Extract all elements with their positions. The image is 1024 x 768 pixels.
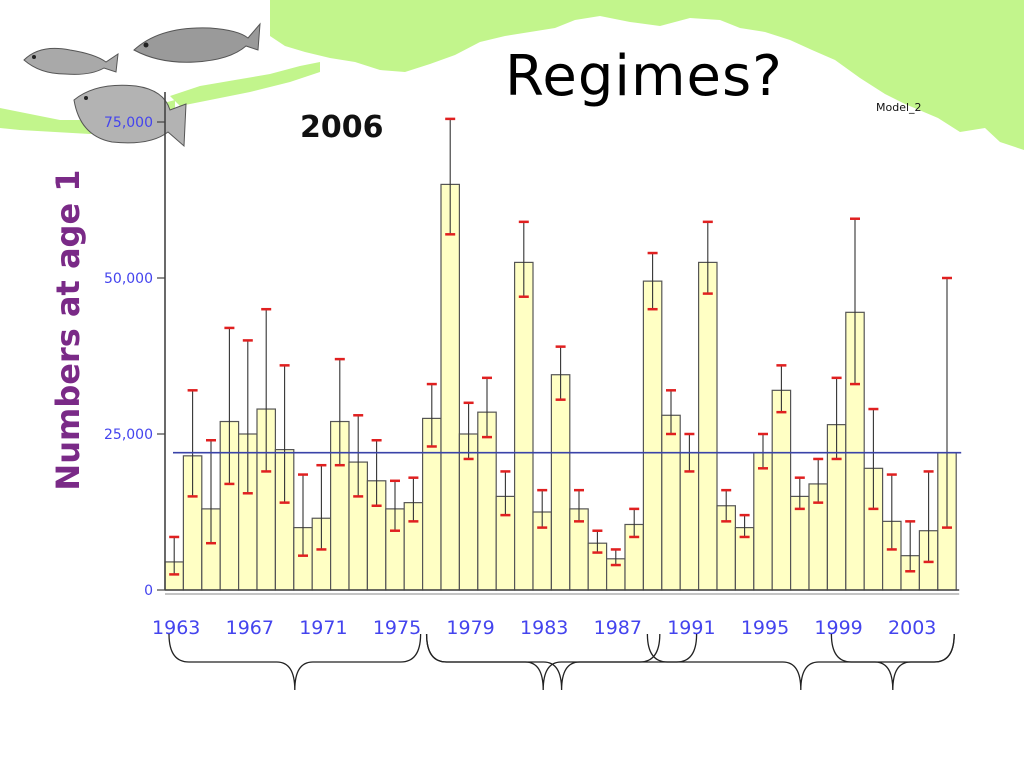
x-tick-label: 1979 bbox=[446, 617, 494, 639]
bar-1990 bbox=[661, 414, 681, 591]
bar-1991 bbox=[679, 452, 700, 591]
map-land-strip bbox=[170, 62, 320, 106]
bar-1996 bbox=[771, 389, 792, 591]
x-tick-label: 1975 bbox=[373, 617, 421, 639]
bar-1992 bbox=[697, 261, 718, 591]
x-tick-label: 1995 bbox=[741, 617, 789, 639]
regime-brace-1977-1991 bbox=[425, 633, 698, 691]
bar-1984 bbox=[550, 374, 571, 591]
regime-brace-1963-1976 bbox=[168, 633, 422, 691]
bar-1995 bbox=[753, 452, 773, 591]
assessment-year-label: 2006 bbox=[300, 110, 384, 145]
x-tick-label: 2003 bbox=[888, 617, 936, 639]
bar-1978 bbox=[440, 183, 460, 591]
bar-1989 bbox=[642, 280, 663, 591]
x-tick-label: 1991 bbox=[667, 617, 715, 639]
map-land-top bbox=[270, 0, 1024, 150]
model-label: Model_2 bbox=[876, 101, 922, 114]
bar-1982 bbox=[513, 261, 534, 591]
x-tick-label: 1963 bbox=[152, 617, 200, 639]
x-tick-label: 1987 bbox=[594, 617, 642, 639]
x-tick-label: 1967 bbox=[226, 617, 274, 639]
bar-1997 bbox=[789, 495, 810, 591]
y-tick-label: 0 bbox=[144, 583, 153, 599]
slide-title: Regimes? bbox=[505, 44, 783, 109]
x-tick-label: 1999 bbox=[814, 617, 862, 639]
bar-1980 bbox=[477, 411, 497, 591]
regime-brace-1999-2005 bbox=[830, 633, 955, 691]
x-tick-label: 1971 bbox=[299, 617, 347, 639]
x-tick-label: 1983 bbox=[520, 617, 568, 639]
y-tick-label: 50,000 bbox=[104, 271, 153, 287]
y-tick-label: 25,000 bbox=[104, 427, 153, 443]
y-tick-label: 75,000 bbox=[104, 115, 153, 131]
